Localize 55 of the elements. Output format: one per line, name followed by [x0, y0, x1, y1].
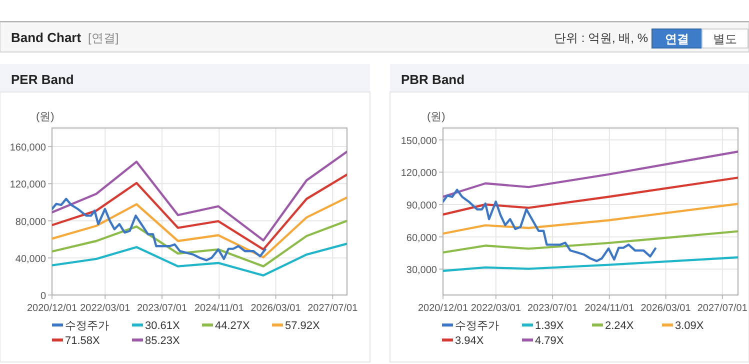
legend-label: 44.27X [215, 320, 251, 332]
text: 연결 [665, 32, 689, 46]
x-tick-label: 2024/11/01 [194, 303, 244, 314]
legend-label: 3.94X [455, 335, 484, 347]
y-tick-label: 120,000 [10, 180, 46, 191]
x-tick-label: 2026/03/01 [250, 303, 302, 314]
x-tick-label: 2027/07/01 [697, 303, 748, 314]
y-tick-label: 60,000 [406, 232, 438, 244]
legend-label: 2.24X [605, 320, 634, 332]
legend-label: 71.58X [65, 335, 101, 347]
legend-label: 3.09X [675, 320, 704, 332]
x-tick-label: 2026/03/01 [640, 303, 692, 314]
legend-label: 수정주가 [65, 320, 109, 332]
y-tick-label: 30,000 [406, 265, 438, 276]
line-series [443, 256, 738, 272]
line-series [443, 188, 656, 262]
x-tick-label: 2024/11/01 [584, 303, 634, 314]
legend-label: 57.92X [285, 320, 321, 332]
x-tick-label: 2023/07/01 [136, 303, 188, 314]
text: Band Chart [11, 30, 82, 45]
y-tick-label: 90,000 [406, 200, 438, 212]
x-tick-label: 2022/03/01 [80, 303, 131, 314]
text: [연결] [88, 31, 119, 45]
line-series [443, 230, 738, 254]
line-series [52, 150, 347, 242]
y-tick-label: 40,000 [15, 254, 46, 265]
y-tick-label: 150,000 [400, 136, 438, 147]
chart-title: PER Band [11, 72, 74, 87]
chart-title: PBR Band [401, 72, 465, 87]
line-series [52, 242, 347, 277]
line-series [52, 173, 347, 251]
x-tick-label: 2020/12/01 [418, 303, 468, 314]
x-tick-label: 2020/12/01 [26, 303, 78, 314]
y-axis-title: (원) [427, 111, 446, 123]
y-tick-label: 0 [40, 291, 46, 302]
y-axis-title: (원) [36, 111, 54, 123]
legend-label: 85.23X [145, 335, 181, 347]
line-series [52, 220, 347, 268]
y-tick-label: 160,000 [10, 142, 46, 154]
text: 단위 : 억원, 배, % [554, 31, 648, 45]
y-tick-label: 80,000 [15, 216, 46, 228]
x-tick-label: 2022/03/01 [470, 303, 522, 314]
legend-label: 수정주가 [455, 320, 499, 332]
line-series [443, 176, 738, 216]
x-tick-label: 2027/07/01 [308, 303, 358, 314]
line-series [443, 202, 738, 235]
line-series [443, 150, 738, 198]
legend-label: 30.61X [145, 320, 181, 332]
legend-label: 4.79X [535, 335, 564, 347]
line-series [52, 198, 266, 262]
y-tick-label: 120,000 [400, 168, 438, 180]
line-series [52, 196, 347, 258]
legend-label: 1.39X [535, 320, 564, 332]
text: 별도 [713, 32, 737, 46]
x-tick-label: 2023/07/01 [528, 303, 578, 314]
